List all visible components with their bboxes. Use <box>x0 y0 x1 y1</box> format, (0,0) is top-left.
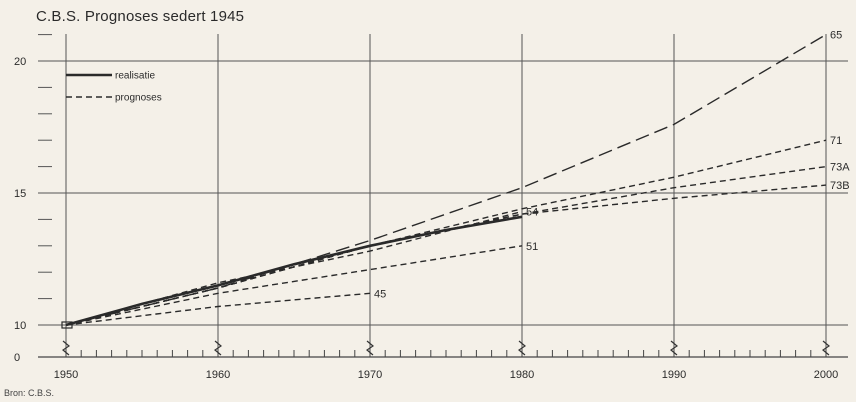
chart-title: C.B.S. Prognoses sedert 1945 <box>36 8 245 25</box>
series-label-51: 51 <box>526 241 538 253</box>
series-line-73B <box>65 184 827 326</box>
series-line-51 <box>65 245 523 326</box>
y-tick-label-15: 15 <box>14 188 26 200</box>
series-line-45 <box>65 292 371 326</box>
axis-break-1950 <box>61 340 71 356</box>
x-tick-label-2000: 2000 <box>814 369 838 381</box>
series-label-71: 71 <box>830 135 842 147</box>
x-tick-label-1950: 1950 <box>54 369 78 381</box>
chart-source: Bron: C.B.S. <box>4 388 55 398</box>
y-tick-label-20: 20 <box>14 56 26 68</box>
legend-label-realisatie: realisatie <box>115 71 155 82</box>
y-tick-label-0: 0 <box>14 352 20 364</box>
y-tick-label-10: 10 <box>14 320 26 332</box>
axis-break-1970 <box>365 340 375 356</box>
origin-marker <box>61 321 73 329</box>
series-label-45: 45 <box>374 288 386 300</box>
series-line-65 <box>65 33 827 326</box>
series-label-65: 65 <box>830 30 842 42</box>
x-tick-label-1960: 1960 <box>206 369 230 381</box>
series-label-54: 54 <box>526 206 538 218</box>
series-label-73A: 73A <box>830 162 850 174</box>
axis-break-1990 <box>669 340 679 356</box>
axis-break-1960 <box>213 340 223 356</box>
series-label-73B: 73B <box>830 180 850 192</box>
axis-break-1980 <box>517 340 527 356</box>
x-tick-label-1990: 1990 <box>662 369 686 381</box>
x-tick-label-1980: 1980 <box>510 369 534 381</box>
x-tick-label-1970: 1970 <box>358 369 382 381</box>
series-line-71 <box>65 139 827 326</box>
legend-label-prognoses: prognoses <box>115 93 162 104</box>
series-line-73A <box>65 165 827 326</box>
axis-break-2000 <box>821 340 831 356</box>
